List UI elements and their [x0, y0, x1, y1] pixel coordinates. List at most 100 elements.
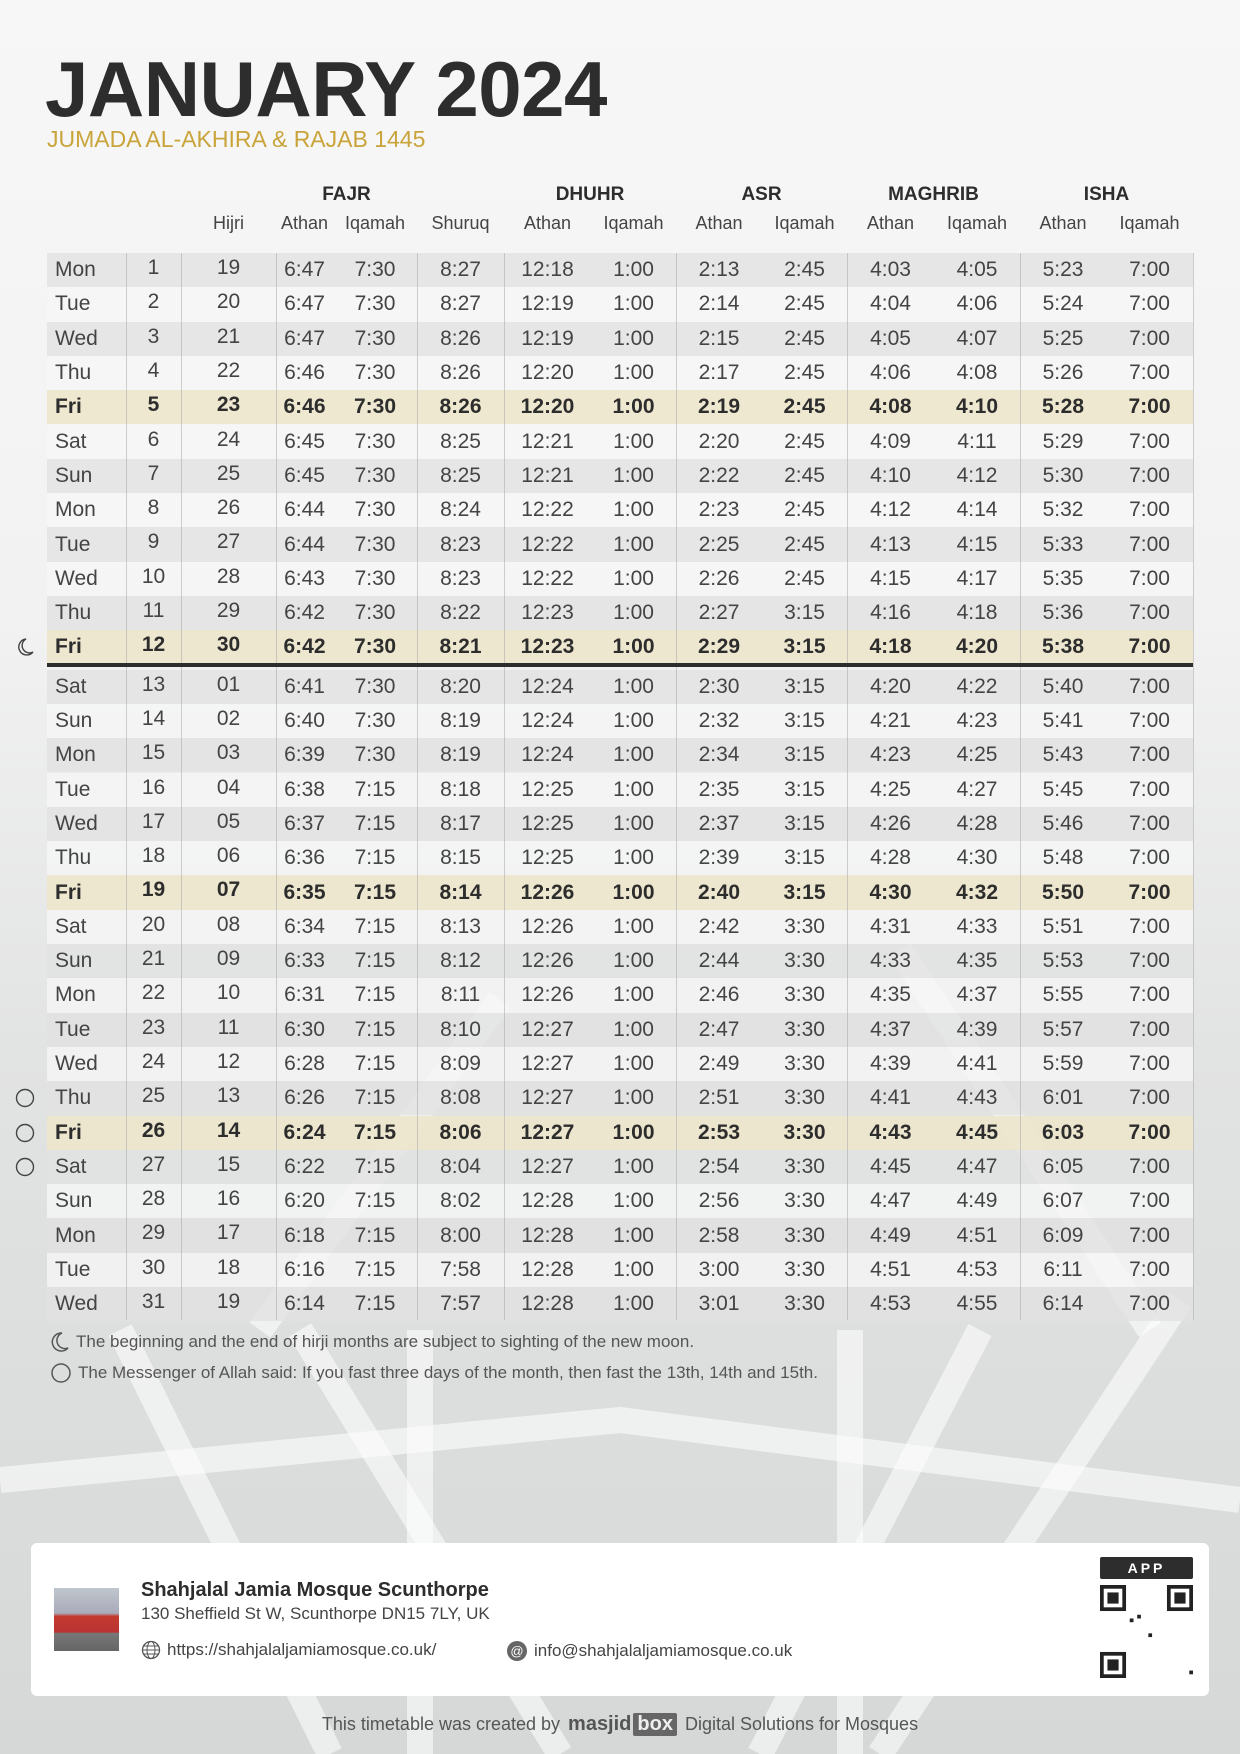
cell-date: 23	[141, 1015, 166, 1039]
table-row: Tue 2 20 6:47 7:30 8:27 12:19 1:00 2:14 2:45 4:04 4…	[47, 287, 1193, 322]
cell-day: Sat	[55, 914, 87, 938]
cell-maghrib-iqamah: 4:32	[955, 880, 999, 904]
cell-dhuhr-athan: 12:24	[521, 709, 574, 733]
header-dhuhr: DHUHR	[555, 184, 625, 205]
cell-date: 21	[141, 947, 166, 970]
cell-hijri: 24	[216, 427, 241, 451]
cell-isha-iqamah: 7:00	[1129, 292, 1170, 316]
cell-shuruq: 8:26	[440, 361, 481, 385]
cell-asr-athan: 2:40	[697, 880, 741, 904]
cell-shuruq: 8:14	[439, 880, 482, 904]
cell-fajr-iqamah: 7:30	[354, 292, 396, 316]
cell-day: Wed	[55, 811, 98, 835]
cell-day: Tue	[55, 532, 91, 556]
cell-dhuhr-athan: 12:18	[521, 258, 574, 282]
cell-asr-athan: 2:23	[698, 498, 740, 522]
cell-fajr-athan: 6:41	[284, 674, 325, 698]
cell-maghrib-athan: 4:28	[870, 846, 911, 870]
cell-isha-iqamah: 7:00	[1128, 880, 1171, 904]
cell-maghrib-athan: 4:21	[870, 709, 911, 733]
cell-dhuhr-iqamah: 1:00	[613, 1154, 654, 1178]
cell-asr-iqamah: 3:15	[784, 601, 825, 625]
app-qr-code[interactable]	[1100, 1585, 1193, 1678]
cell-asr-athan: 2:49	[698, 1052, 740, 1076]
subheader-dhuhr-athan: Athan	[523, 213, 572, 233]
table-row: Mon 22 10 6:31 7:15 8:11 12:26 1:00 2:46 3:30 4:35…	[47, 978, 1193, 1013]
cell-hijri: 03	[216, 741, 241, 765]
cell-date: 6	[147, 427, 160, 451]
cell-isha-iqamah: 7:00	[1129, 498, 1170, 522]
cell-maghrib-athan: 4:39	[870, 1052, 911, 1076]
cell-day: Sat	[55, 429, 87, 453]
cell-asr-athan: 2:46	[698, 983, 740, 1007]
cell-fajr-athan: 6:45	[284, 463, 325, 487]
cell-isha-iqamah: 7:00	[1129, 429, 1170, 453]
website-text[interactable]: https://shahjalaljamiamosque.co.uk/	[167, 1640, 437, 1659]
masjidbox-logo[interactable]: masjid box	[568, 1713, 677, 1736]
cell-dhuhr-iqamah: 1:00	[613, 292, 654, 316]
cell-date: 28	[141, 1187, 166, 1211]
table-row: Mon 8 26 6:44 7:30 8:24 12:22 1:00 2:23 2:45 4:12 4…	[47, 493, 1193, 528]
header-maghrib: MAGHRIB	[888, 184, 979, 205]
subheader-fajr-athan: Athan	[280, 213, 329, 233]
cell-isha-athan: 5:29	[1042, 429, 1084, 453]
cell-day: Fri	[55, 395, 82, 419]
cell-maghrib-iqamah: 4:23	[956, 709, 998, 733]
subheader-dhuhr-iqamah: Iqamah	[603, 213, 664, 233]
cell-dhuhr-iqamah: 1:00	[613, 811, 654, 835]
cell-fajr-iqamah: 7:15	[354, 983, 396, 1007]
cell-dhuhr-athan: 12:20	[521, 361, 574, 385]
cell-dhuhr-athan: 12:27	[521, 1017, 574, 1041]
subheader-maghrib-iqamah: Iqamah	[946, 213, 1008, 233]
cell-isha-iqamah: 7:00	[1128, 395, 1171, 419]
cell-dhuhr-iqamah: 1:00	[613, 1086, 654, 1110]
cell-hijri: 04	[216, 775, 241, 799]
cell-fajr-athan: 6:38	[284, 777, 325, 801]
cell-shuruq: 8:13	[440, 914, 481, 938]
email-link[interactable]: @ info@shahjalaljamiamosque.co.uk	[506, 1640, 792, 1662]
cell-asr-iqamah: 3:30	[784, 914, 825, 938]
cell-maghrib-athan: 4:43	[869, 1120, 912, 1144]
cell-asr-athan: 2:51	[698, 1086, 740, 1110]
cell-isha-athan: 6:07	[1042, 1189, 1084, 1213]
credit-line: This timetable was created by masjid box …	[0, 1713, 1240, 1736]
cell-date: 26	[141, 1118, 166, 1142]
cell-isha-iqamah: 7:00	[1129, 601, 1170, 625]
cell-asr-iqamah: 2:45	[784, 292, 825, 316]
cell-hijri: 23	[216, 393, 241, 417]
cell-isha-athan: 5:43	[1042, 743, 1084, 767]
cell-day: Thu	[55, 361, 92, 385]
mosque-photo	[54, 1588, 119, 1651]
cell-asr-iqamah: 3:30	[784, 1052, 825, 1076]
cell-fajr-iqamah: 7:15	[354, 1086, 396, 1110]
table-row: Sun 21 09 6:33 7:15 8:12 12:26 1:00 2:44 3:30 4:33…	[47, 944, 1193, 979]
website-link[interactable]: https://shahjalaljamiamosque.co.uk/	[141, 1640, 436, 1660]
cell-asr-athan: 2:29	[697, 635, 741, 659]
cell-maghrib-athan: 4:13	[870, 532, 911, 556]
cell-shuruq: 8:26	[440, 326, 481, 350]
column-divider	[676, 253, 677, 1320]
cell-hijri: 08	[216, 912, 241, 936]
cell-maghrib-athan: 4:31	[870, 914, 911, 938]
cell-fajr-athan: 6:22	[284, 1154, 325, 1178]
table-row: Sun 28 16 6:20 7:15 8:02 12:28 1:00 2:56 3:30 4:47…	[47, 1184, 1193, 1219]
cell-date: 3	[147, 324, 160, 348]
table-row: Tue 9 27 6:44 7:30 8:23 12:22 1:00 2:25 2:45 4:13 4…	[47, 527, 1193, 562]
cell-dhuhr-athan: 12:27	[520, 1120, 575, 1144]
cell-fajr-athan: 6:30	[284, 1017, 325, 1041]
cell-dhuhr-athan: 12:21	[521, 463, 574, 487]
cell-maghrib-athan: 4:20	[870, 674, 911, 698]
cell-fajr-iqamah: 7:30	[354, 743, 396, 767]
cell-asr-iqamah: 3:15	[784, 777, 825, 801]
cell-fajr-iqamah: 7:15	[354, 777, 396, 801]
cell-isha-athan: 5:55	[1042, 983, 1084, 1007]
cell-dhuhr-athan: 12:20	[520, 395, 575, 419]
cell-maghrib-iqamah: 4:06	[956, 292, 998, 316]
cell-dhuhr-iqamah: 1:00	[613, 361, 654, 385]
cell-maghrib-iqamah: 4:08	[956, 361, 998, 385]
cell-asr-athan: 2:47	[698, 1017, 740, 1041]
email-text[interactable]: info@shahjalaljamiamosque.co.uk	[534, 1641, 793, 1660]
month-separator	[47, 663, 1193, 667]
cell-asr-athan: 2:22	[698, 463, 740, 487]
cell-maghrib-athan: 4:25	[870, 777, 911, 801]
